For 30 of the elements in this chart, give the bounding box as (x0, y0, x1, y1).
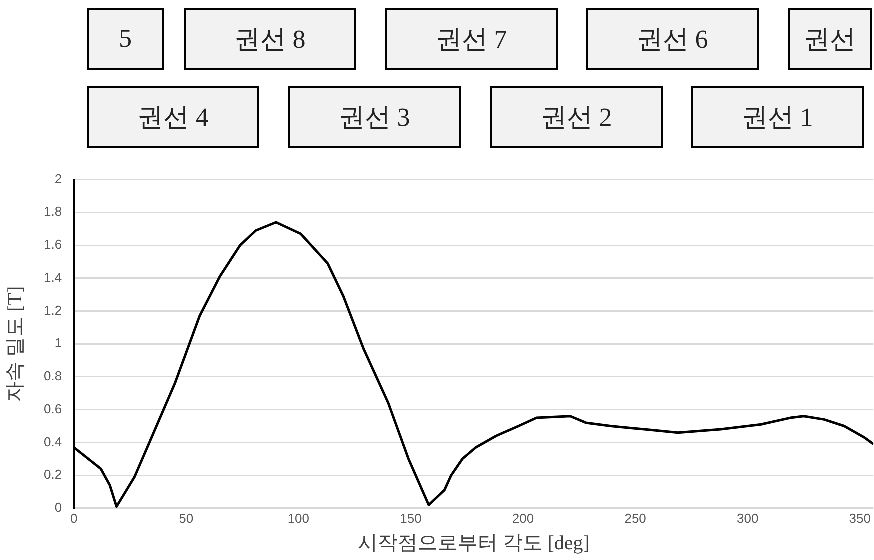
y-tick-label: 1.8 (44, 204, 62, 220)
x-tick-label: 250 (624, 510, 646, 526)
y-tick-label: 0 (54, 500, 62, 515)
winding-box: 권선 8 (184, 8, 356, 70)
winding-box: 5 (87, 8, 164, 70)
y-tick-label: 1 (54, 336, 62, 351)
winding-box: 권선 (788, 8, 872, 70)
y-tick-label: 0.6 (44, 401, 62, 416)
y-tick-label: 1.2 (44, 302, 62, 318)
winding-box: 권선 3 (288, 86, 461, 148)
y-tick-label: 0.4 (44, 434, 62, 450)
y-tick-label: 1.4 (44, 270, 62, 285)
x-tick-label: 300 (737, 510, 759, 526)
winding-box: 권선 1 (691, 86, 864, 148)
winding-box: 권선 6 (586, 8, 759, 70)
y-tick-label: 2 (54, 171, 62, 186)
y-axis-title: 자속 밀도 [T] (4, 286, 26, 402)
winding-box: 권선 4 (87, 86, 259, 148)
x-tick-label: 150 (400, 510, 422, 526)
winding-box: 권선 2 (490, 86, 663, 148)
y-tick-label: 1.6 (44, 237, 62, 252)
x-tick-label: 0 (70, 510, 78, 526)
x-tick-label: 100 (288, 510, 310, 526)
x-tick-label: 350 (849, 510, 872, 526)
x-tick-label: 50 (179, 510, 194, 526)
x-axis-title: 시작점으로부터 각도 [deg] (358, 532, 590, 554)
y-tick-label: 0.2 (44, 467, 62, 482)
x-tick-label: 200 (512, 510, 534, 526)
y-tick-label: 0.8 (44, 368, 62, 384)
winding-box: 권선 7 (385, 8, 558, 70)
